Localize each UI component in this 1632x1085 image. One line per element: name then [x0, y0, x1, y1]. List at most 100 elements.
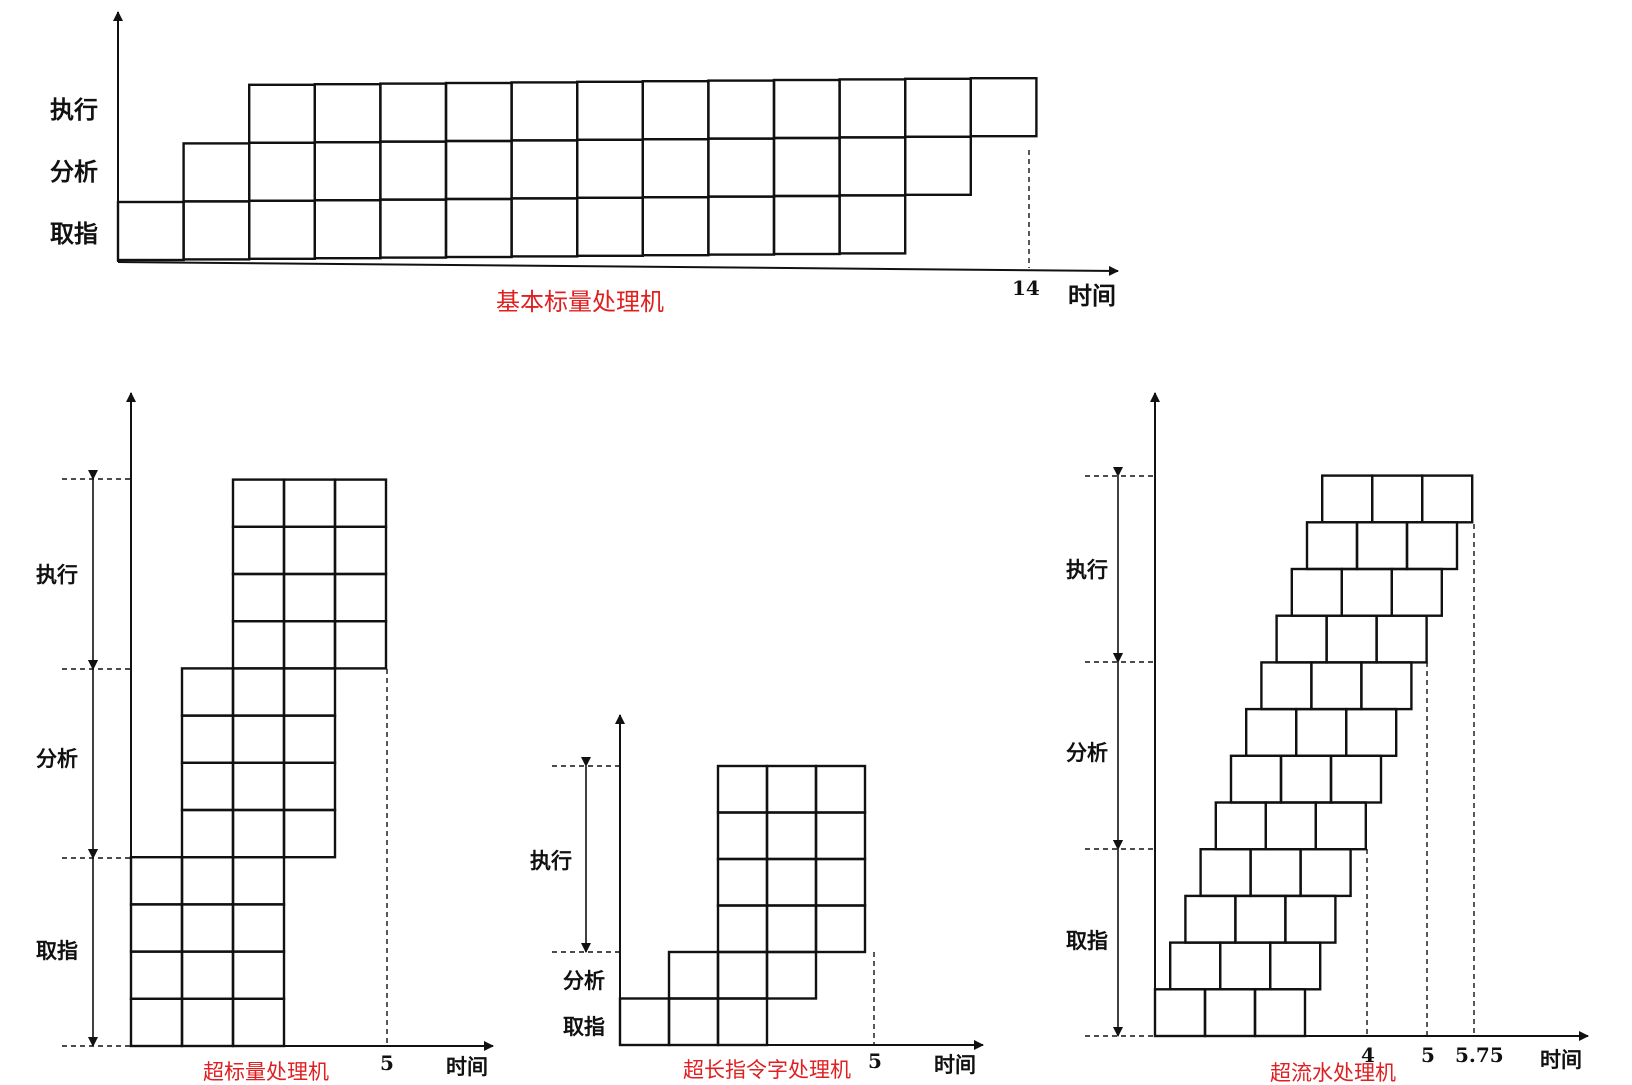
- basic-cell: [576, 138, 645, 200]
- vliw-cell: [716, 904, 769, 954]
- basic-cell: [247, 83, 316, 145]
- superscalar-cell: [282, 808, 337, 859]
- vliw-stage-label-fetch: 取指: [563, 1014, 605, 1039]
- superscalar-cell: [129, 950, 184, 1000]
- vliw-cell: [716, 811, 769, 861]
- superpipeline-cell: [1355, 521, 1409, 571]
- superpipeline-cell: [1370, 474, 1424, 524]
- vliw-cell: [814, 811, 867, 861]
- superscalar-cell: [333, 620, 388, 670]
- superpipeline-cell: [1153, 988, 1207, 1038]
- basic-cell: [838, 136, 907, 197]
- superpipeline-cell: [1229, 754, 1283, 804]
- vliw-stage-label-exec: 执行: [530, 848, 572, 873]
- vliw-stage-label-decode: 分析: [563, 968, 605, 993]
- superpipeline-tick-4: 4: [1361, 1043, 1375, 1067]
- superscalar-cell: [282, 620, 337, 670]
- basic-cell: [904, 135, 973, 197]
- superscalar-time-label: 时间: [446, 1054, 488, 1079]
- basic-cell: [444, 139, 513, 201]
- basic-cell: [116, 200, 185, 262]
- superpipeline-tick-5: 5: [1421, 1043, 1435, 1067]
- superscalar-cell: [180, 903, 235, 953]
- vliw-cells: [618, 764, 867, 1047]
- superscalar-cells: [129, 478, 388, 1048]
- basic-cell: [772, 136, 841, 198]
- basic-cell: [641, 79, 710, 141]
- basic-cell: [313, 140, 382, 202]
- vliw-diagram: 执行 分析 取指 5 时间 超长指令字处理机: [530, 714, 984, 1082]
- vliw-time-label: 时间: [934, 1052, 976, 1077]
- superscalar-cell: [282, 667, 337, 717]
- superscalar-cell: [129, 856, 184, 906]
- superpipeline-cell: [1340, 567, 1394, 617]
- superscalar-cell: [180, 808, 235, 859]
- superpipeline-cell: [1320, 474, 1374, 524]
- basic-stage-label-exec: 执行: [50, 95, 98, 124]
- basic-cell: [641, 137, 710, 199]
- superpipeline-cell: [1249, 848, 1302, 898]
- basic-cell: [379, 140, 448, 201]
- superpipeline-cell: [1268, 941, 1322, 991]
- vliw-cell: [814, 904, 867, 954]
- superscalar-cell: [180, 950, 235, 1000]
- vliw-cell: [765, 904, 818, 954]
- basic-stage-label-decode: 分析: [50, 157, 98, 186]
- basic-cell: [247, 199, 316, 261]
- basic-cell: [576, 196, 645, 258]
- vliw-stage-guides: [552, 765, 875, 1045]
- superscalar-cell: [231, 572, 286, 623]
- basic-cell: [379, 198, 448, 259]
- basic-x-axis: [117, 261, 1119, 276]
- vliw-cell: [765, 811, 818, 861]
- basic-cell: [707, 195, 776, 256]
- superpipeline-cell: [1325, 614, 1378, 664]
- superscalar-cell: [231, 808, 286, 859]
- superpipeline-tick-575: 5.75: [1455, 1043, 1504, 1067]
- superscalar-cell: [282, 761, 337, 812]
- basic-end-tick: 14: [1012, 276, 1040, 300]
- basic-cell: [707, 79, 776, 140]
- superpipeline-cell: [1390, 567, 1444, 617]
- superpipeline-cell: [1310, 661, 1363, 711]
- superpipeline-cell: [1314, 801, 1368, 851]
- superpipeline-stage-label-fetch: 取指: [1066, 928, 1108, 953]
- vliw-cell: [716, 764, 769, 814]
- vliw-cell: [667, 950, 720, 1000]
- basic-cell: [838, 78, 907, 139]
- superscalar-cell: [333, 478, 388, 529]
- vliw-cell: [814, 857, 867, 907]
- superscalar-cell: [333, 572, 388, 623]
- superpipeline-cells: [1153, 474, 1474, 1038]
- basic-cell: [641, 195, 710, 257]
- superpipeline-cell: [1199, 848, 1252, 898]
- superscalar-end-tick: 5: [380, 1051, 394, 1075]
- vliw-cell: [716, 997, 769, 1047]
- vliw-cell: [765, 950, 818, 1000]
- superpipeline-stage-guides: [1085, 475, 1475, 1037]
- superscalar-stage-guides: [62, 478, 388, 1047]
- superscalar-cell: [231, 620, 286, 670]
- superscalar-cell: [231, 950, 286, 1000]
- superpipeline-cell: [1275, 614, 1328, 664]
- superscalar-stage-label-exec: 执行: [36, 562, 78, 587]
- superpipeline-cell: [1214, 801, 1268, 851]
- superscalar-cell: [180, 667, 235, 717]
- basic-cell: [904, 77, 973, 139]
- superscalar-cell: [180, 997, 235, 1048]
- superscalar-cell: [129, 903, 184, 953]
- basic-cell: [510, 197, 579, 258]
- basic-cell: [379, 82, 448, 143]
- superscalar-cell: [129, 997, 184, 1048]
- superscalar-cell: [282, 525, 337, 576]
- basic-cell: [313, 82, 382, 144]
- superscalar-cell: [180, 714, 235, 764]
- superscalar-cell: [180, 761, 235, 812]
- superpipeline-cell: [1264, 801, 1318, 851]
- vliw-cell: [765, 857, 818, 907]
- superpipeline-time-label: 时间: [1540, 1047, 1582, 1072]
- superscalar-diagram: 执行 分析 取指 5 时间 超标量处理机: [36, 392, 494, 1084]
- superpipeline-stage-label-exec: 执行: [1066, 557, 1108, 582]
- superpipeline-cell: [1360, 661, 1413, 711]
- basic-cell: [772, 194, 841, 256]
